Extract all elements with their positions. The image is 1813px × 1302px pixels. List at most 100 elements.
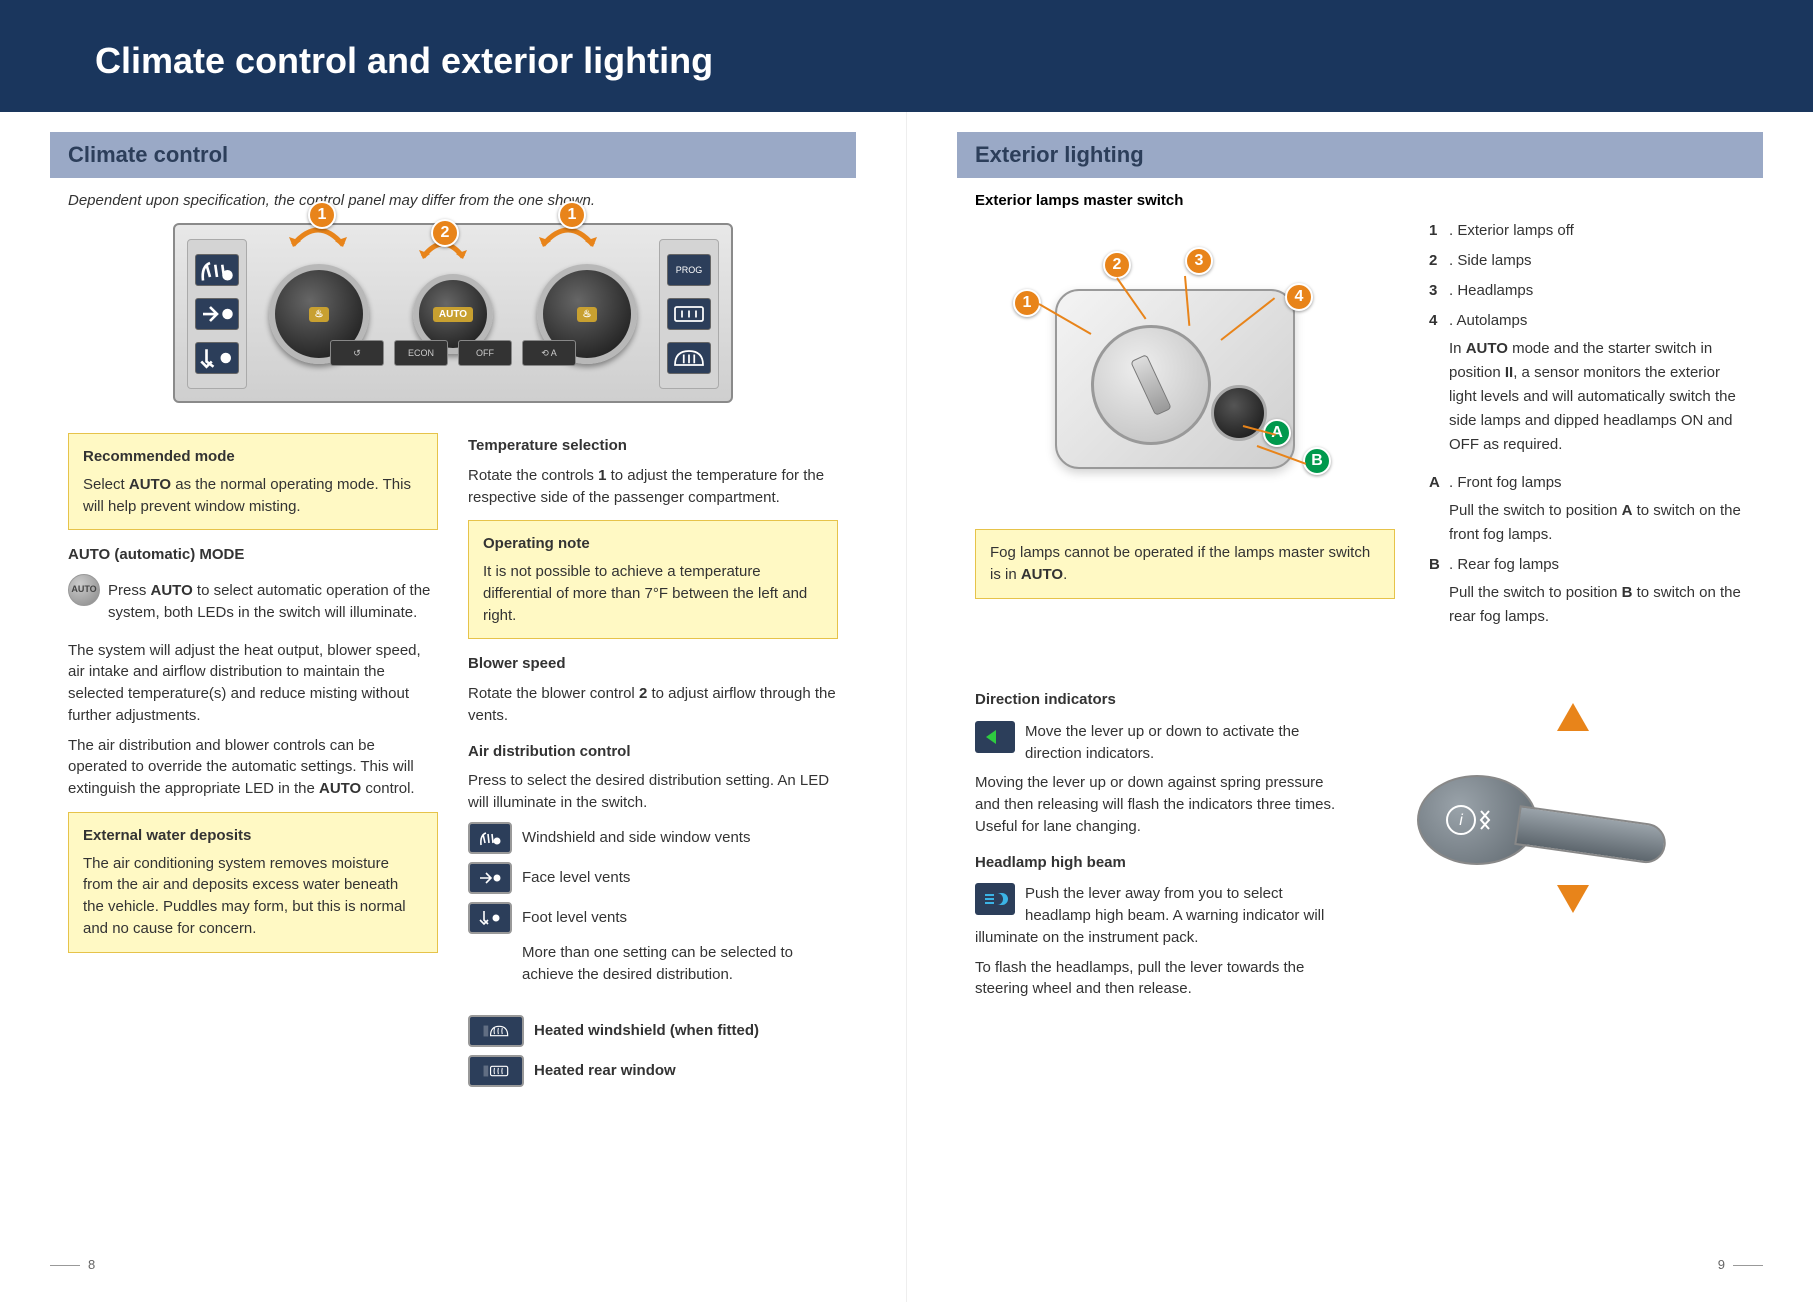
panel-dials: ♨ AUTO ♨ ↺ ECON OFF ⟲ A [247, 264, 659, 364]
callout-3: 3 [1185, 247, 1213, 275]
vent-foot-icon [195, 342, 239, 374]
auto-icon: AUTO [68, 574, 100, 606]
up-arrow-icon [1557, 703, 1589, 731]
high-beam-icon [975, 883, 1015, 915]
rotary-knob [1130, 354, 1172, 416]
note-body: Select AUTO as the normal operating mode… [83, 474, 423, 518]
auto-mode-block: AUTO Press AUTO to select automatic oper… [68, 572, 438, 632]
turn-signal-icon [975, 721, 1015, 753]
page-right: Exterior lighting Exterior lamps master … [907, 112, 1813, 1302]
dist-heading: Air distribution control [468, 741, 838, 763]
climate-subtitle: Dependent upon specification, the contro… [50, 192, 856, 209]
climate-col-2: Temperature selection Rotate the control… [468, 421, 838, 1095]
page-title-bar: Climate control and exterior lighting [0, 0, 1813, 112]
rotary-dial [1091, 325, 1211, 445]
vent-label: Face level vents [522, 867, 630, 889]
auto-label: AUTO [433, 307, 473, 322]
note-title: External water deposits [83, 825, 423, 847]
econ-button: ECON [394, 340, 448, 366]
ext-switch-figure-col: 1 2 3 4 A B Fog lamps cannot be operated… [975, 219, 1395, 635]
climate-col-1: Recommended mode Select AUTO as the norm… [68, 421, 438, 1095]
callout-4: 4 [1285, 283, 1313, 311]
vent-row-ws: Windshield and side window vents [468, 822, 838, 854]
list-item: 1. Exterior lamps off [1429, 219, 1745, 243]
vent-face-icon [468, 862, 512, 894]
vent-foot-icon [468, 902, 512, 934]
climate-panel-illustration: ♨ AUTO ♨ ↺ ECON OFF ⟲ A [173, 223, 733, 403]
callout-1b: 1 [558, 201, 586, 229]
panel-left-buttons [187, 239, 247, 389]
seat-heat-icon: ♨ [309, 307, 330, 322]
blower-heading: Blower speed [468, 653, 838, 675]
auto-recirc-button: ⟲ A [522, 340, 576, 366]
list-sub: In AUTO mode and the starter switch in p… [1429, 337, 1745, 457]
dir-p1-row: Move the lever up or down to activate th… [975, 721, 1343, 765]
dir-heading: Direction indicators [975, 689, 1343, 711]
vent-row-face: Face level vents [468, 862, 838, 894]
callout-1: 1 [1013, 289, 1041, 317]
auto-mode-heading: AUTO (automatic) MODE [68, 544, 438, 566]
heated-ws-row: Heated windshield (when fitted) [468, 1015, 838, 1047]
off-button: OFF [458, 340, 512, 366]
auto-p3: The air distribution and blower controls… [68, 735, 438, 800]
heated-label: Heated windshield (when fitted) [534, 1020, 759, 1042]
page-number-right: 9 [1718, 1257, 1763, 1272]
list-item: B. Rear fog lamps Pull the switch to pos… [1429, 553, 1745, 629]
prog-button: PROG [667, 254, 711, 286]
callout-b: B [1303, 447, 1331, 475]
list-item: 4. Autolamps In AUTO mode and the starte… [1429, 309, 1745, 457]
dir-p1: Move the lever up or down to activate th… [1025, 723, 1299, 762]
stalk-glyph-icon: i [1441, 797, 1501, 843]
manual-spread: Climate control Dependent upon specifica… [0, 112, 1813, 1302]
callout-2: 2 [1103, 251, 1131, 279]
page-left: Climate control Dependent upon specifica… [0, 112, 907, 1302]
hb-heading: Headlamp high beam [975, 852, 1343, 874]
section-exterior-lighting: Exterior lighting [957, 132, 1763, 178]
vent-label: Foot level vents [522, 907, 627, 929]
note-recommended-mode: Recommended mode Select AUTO as the norm… [68, 433, 438, 530]
list-item: 2. Side lamps [1429, 249, 1745, 273]
indicators-col: Direction indicators Move the lever up o… [975, 675, 1343, 1008]
svg-text:i: i [1459, 812, 1463, 829]
note-water-deposits: External water deposits The air conditio… [68, 812, 438, 953]
vent-ws-icon [468, 822, 512, 854]
recirc-button: ↺ [330, 340, 384, 366]
panel-bottom-buttons: ↺ ECON OFF ⟲ A [330, 340, 576, 366]
vent-row-foot: Foot level vents [468, 902, 838, 934]
section-climate-control: Climate control [50, 132, 856, 178]
note-fog-auto: Fog lamps cannot be operated if the lamp… [975, 529, 1395, 599]
note-title: Operating note [483, 533, 823, 555]
seat-heat-icon: ♨ [577, 307, 598, 322]
stalk-figure-col: i [1377, 675, 1745, 1008]
callout-2: 2 [431, 219, 459, 247]
master-switch-illustration: 1 2 3 4 A B [975, 229, 1395, 509]
note-operating: Operating note It is not possible to ach… [468, 520, 838, 639]
note-body: Fog lamps cannot be operated if the lamp… [990, 544, 1370, 583]
switch-positions-list: 1. Exterior lamps off 2. Side lamps 3. H… [1429, 219, 1745, 629]
defrost-front-icon [468, 1015, 524, 1047]
hb-p2: To flash the headlamps, pull the lever t… [975, 957, 1343, 1001]
callout-1a: 1 [308, 201, 336, 229]
heated-label: Heated rear window [534, 1060, 676, 1082]
auto-p1: Press AUTO to select automatic operation… [68, 580, 438, 624]
dist-body: Press to select the desired distribution… [468, 770, 838, 814]
exterior-bottom-columns: Direction indicators Move the lever up o… [957, 675, 1763, 1008]
panel-right-buttons: PROG [659, 239, 719, 389]
ext-master-switch-heading: Exterior lamps master switch [957, 192, 1763, 209]
heated-rear-row: Heated rear window [468, 1055, 838, 1087]
hb-p1: Push the lever away from you to select h… [975, 885, 1324, 946]
list-sub: Pull the switch to position A to switch … [1429, 499, 1745, 547]
defrost-front-icon [667, 342, 711, 374]
vent-face-icon [195, 298, 239, 330]
list-sub: Pull the switch to position B to switch … [1429, 581, 1745, 629]
indicator-stalk-illustration: i [1377, 685, 1697, 945]
note-body: It is not possible to achieve a temperat… [483, 561, 823, 626]
defrost-rear-icon [468, 1055, 524, 1087]
note-title: Recommended mode [83, 446, 423, 468]
hb-p1-row: Push the lever away from you to select h… [975, 883, 1343, 948]
defrost-rear-icon [667, 298, 711, 330]
dist-more: More than one setting can be selected to… [468, 942, 838, 986]
exterior-top-columns: 1 2 3 4 A B Fog lamps cannot be operated… [957, 219, 1763, 635]
temp-heading: Temperature selection [468, 435, 838, 457]
list-item: A. Front fog lamps Pull the switch to po… [1429, 471, 1745, 547]
